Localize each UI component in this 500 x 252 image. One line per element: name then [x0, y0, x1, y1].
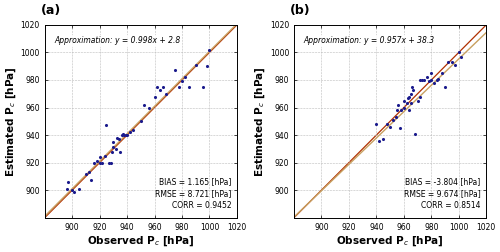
X-axis label: Observed P$_c$ [hPa]: Observed P$_c$ [hPa]	[87, 234, 194, 248]
Point	[393, 108, 401, 112]
Point	[180, 75, 188, 79]
Point	[406, 108, 413, 112]
Point	[375, 139, 383, 143]
Point	[406, 92, 414, 96]
Point	[434, 77, 442, 81]
Point	[126, 130, 134, 134]
Point	[406, 94, 413, 99]
Point	[75, 187, 83, 191]
Point	[93, 159, 101, 163]
Point	[175, 85, 183, 89]
X-axis label: Observed P$_c$ [hPa]: Observed P$_c$ [hPa]	[336, 234, 444, 248]
Point	[88, 178, 96, 182]
Point	[408, 85, 416, 89]
Point	[438, 71, 446, 75]
Point	[416, 94, 424, 99]
Point	[102, 123, 110, 128]
Point	[114, 136, 122, 140]
Point	[424, 79, 432, 83]
Point	[185, 85, 193, 89]
Point	[105, 161, 113, 165]
Point	[448, 60, 456, 64]
Point	[372, 122, 380, 126]
Point	[198, 85, 206, 89]
Point	[202, 64, 210, 68]
Point	[118, 133, 126, 137]
Point	[96, 155, 104, 159]
Point	[159, 85, 167, 89]
Point	[98, 161, 106, 165]
Point	[96, 161, 104, 165]
Point	[64, 180, 72, 184]
Text: (b): (b)	[290, 4, 311, 17]
Point	[416, 78, 424, 82]
Point	[458, 55, 466, 59]
Point	[110, 140, 118, 144]
Point	[444, 60, 452, 64]
Point	[145, 106, 153, 110]
Point	[384, 122, 392, 126]
Y-axis label: Estimated P$_c$ [hPa]: Estimated P$_c$ [hPa]	[254, 66, 267, 177]
Point	[400, 106, 408, 110]
Point	[128, 128, 136, 132]
Point	[140, 103, 147, 107]
Point	[414, 99, 422, 103]
Point	[428, 71, 436, 75]
Point	[402, 101, 410, 105]
Text: Approximation: y = 0.998x + 2.8: Approximation: y = 0.998x + 2.8	[54, 37, 180, 46]
Point	[110, 145, 118, 149]
Point	[404, 96, 412, 100]
Point	[108, 150, 116, 154]
Point	[423, 75, 431, 79]
Point	[116, 150, 124, 154]
Text: Approximation: y = 0.957x + 38.3: Approximation: y = 0.957x + 38.3	[304, 37, 435, 46]
Point	[162, 92, 170, 96]
Point	[450, 63, 458, 67]
Point	[411, 132, 419, 136]
Point	[206, 48, 214, 52]
Point	[406, 101, 414, 105]
Point	[396, 126, 404, 130]
Point	[392, 115, 400, 119]
Point	[106, 161, 114, 165]
Point	[68, 188, 76, 192]
Point	[154, 85, 162, 89]
Point	[62, 187, 70, 191]
Point	[441, 85, 449, 89]
Point	[389, 118, 397, 122]
Point	[455, 50, 463, 54]
Point	[137, 119, 145, 123]
Point	[119, 132, 127, 136]
Point	[101, 154, 109, 158]
Point	[192, 63, 200, 67]
Point	[410, 88, 418, 92]
Point	[397, 108, 405, 112]
Text: BIAS = -3.804 [hPa]
RMSE = 9.674 [hPa]
CORR = 0.8514: BIAS = -3.804 [hPa] RMSE = 9.674 [hPa] C…	[404, 177, 480, 210]
Point	[171, 68, 179, 72]
Point	[156, 88, 164, 92]
Point	[150, 94, 158, 99]
Point	[433, 78, 441, 82]
Point	[112, 147, 120, 151]
Point	[430, 81, 438, 85]
Point	[120, 133, 128, 137]
Point	[400, 99, 408, 103]
Point	[115, 137, 123, 141]
Point	[178, 79, 186, 83]
Point	[418, 78, 426, 82]
Point	[386, 125, 394, 129]
Text: BIAS = 1.165 [hPa]
RMSE = 8.721 [hPa]
CORR = 0.9452: BIAS = 1.165 [hPa] RMSE = 8.721 [hPa] CO…	[155, 177, 231, 210]
Point	[90, 161, 98, 165]
Point	[428, 78, 436, 82]
Y-axis label: Estimated P$_c$ [hPa]: Estimated P$_c$ [hPa]	[4, 66, 18, 177]
Point	[420, 78, 428, 82]
Point	[84, 170, 92, 174]
Point	[379, 137, 387, 141]
Point	[70, 190, 78, 194]
Text: (a): (a)	[41, 4, 61, 17]
Point	[123, 133, 131, 137]
Point	[394, 103, 402, 107]
Point	[82, 172, 90, 176]
Point	[122, 133, 130, 137]
